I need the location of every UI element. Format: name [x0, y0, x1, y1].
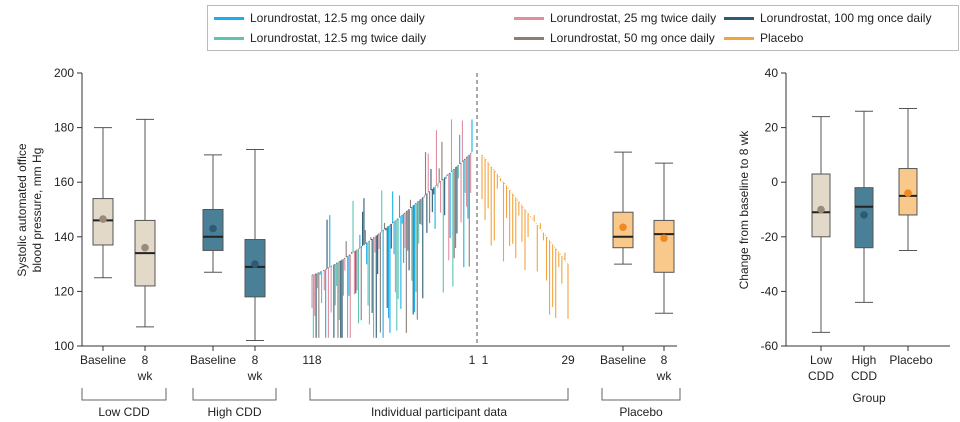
box-mean-dot — [251, 260, 259, 268]
legend: Lorundrostat, 12.5 mg once daily Lorundro… — [207, 5, 959, 51]
right-x-label-low-cdd: CDD — [808, 369, 834, 383]
right-y-axis: -60 -40 -20 0 20 40 — [761, 66, 950, 353]
legend-item: Placebo — [724, 30, 803, 46]
group-bracket — [601, 388, 681, 401]
box-mean-dot — [904, 189, 912, 197]
legend-swatch — [514, 36, 544, 40]
x-tick-label-wk: wk — [247, 369, 264, 383]
group-bracket — [309, 388, 569, 401]
legend-swatch — [214, 16, 244, 20]
group-bracket-label: Low CDD — [98, 405, 150, 419]
right-y-tick-label: 20 — [765, 121, 779, 135]
legend-label: Placebo — [760, 31, 804, 45]
legend-swatch — [724, 16, 754, 20]
participant-baseline-trace — [311, 151, 473, 276]
y-tick-label: 160 — [54, 175, 74, 189]
legend-label: Lorundrostat, 100 mg once daily — [760, 11, 932, 25]
right-y-tick-label: 40 — [765, 66, 779, 80]
left-boxplots — [92, 118, 675, 342]
box-iqr — [811, 173, 831, 238]
group-bracket — [192, 388, 277, 401]
legend-label: Lorundrostat, 25 mg twice daily — [550, 11, 717, 25]
legend-swatch — [214, 36, 244, 40]
y-tick-label: 100 — [54, 339, 74, 353]
right-y-tick-label: 0 — [771, 175, 778, 189]
right-y-tick-label: -20 — [761, 230, 779, 244]
left-y-axis: 100 120 140 160 180 200 — [54, 66, 677, 353]
group-bracket-label: Placebo — [619, 405, 663, 419]
legend-label: Lorundrostat, 12.5 mg once daily — [250, 11, 425, 25]
x-tick-label-baseline: Baseline — [600, 353, 646, 367]
box-iqr — [653, 219, 675, 273]
right-x-label-placebo: Placebo — [889, 353, 933, 367]
x-tick-label-wk: wk — [656, 369, 673, 383]
box-mean-dot — [817, 205, 825, 214]
legend-item: Lorundrostat, 50 mg once daily — [514, 30, 715, 46]
x-tick-label-wk: wk — [137, 369, 154, 383]
right-x-label-low: Low — [810, 353, 832, 367]
box-iqr — [244, 239, 266, 298]
x-tick-label-8: 8 — [661, 353, 668, 367]
x-tick-label-placebo-last: 29 — [561, 353, 575, 367]
x-tick-label-8: 8 — [142, 353, 149, 367]
x-tick-label-8: 8 — [252, 353, 259, 367]
right-x-labels: Low CDD High CDD Placebo — [808, 346, 933, 383]
legend-item: Lorundrostat, 25 mg twice daily — [514, 10, 716, 26]
left-x-labels: Baseline 8 wk Baseline 8 wk Baseline 8 wk 118 1 1 29 — [80, 346, 672, 383]
right-y-tick-label: -60 — [761, 339, 779, 353]
legend-label: Lorundrostat, 12.5 mg twice daily — [250, 31, 427, 45]
box-mean-dot — [619, 223, 627, 232]
legend-swatch — [724, 36, 754, 40]
group-bracket-label: Individual participant data — [371, 405, 507, 419]
y-tick-label: 140 — [54, 230, 74, 244]
right-x-label-high-cdd: CDD — [851, 369, 877, 383]
group-bracket-label: High CDD — [207, 405, 261, 419]
box-mean-dot — [141, 243, 149, 252]
group-bracket — [81, 388, 167, 401]
right-y-axis-title: Change from baseline to 8 wk — [737, 130, 751, 290]
x-tick-label-participant-last: 1 — [469, 353, 476, 367]
group-brackets: Low CDD High CDD Individual participant da… — [81, 388, 681, 419]
box-mean-dot — [99, 215, 107, 223]
x-tick-label-placebo-first: 1 — [482, 353, 489, 367]
x-tick-label-baseline: Baseline — [190, 353, 236, 367]
legend-item: Lorundrostat, 100 mg once daily — [724, 10, 931, 26]
box-mean-dot — [860, 211, 868, 219]
legend-label: Lorundrostat, 50 mg once daily — [550, 31, 715, 45]
x-tick-label-participant-first: 118 — [302, 353, 321, 367]
x-tick-label-baseline: Baseline — [80, 353, 126, 367]
individual-participant-bars — [311, 73, 569, 346]
legend-item: Lorundrostat, 12.5 mg twice daily — [214, 30, 426, 46]
legend-swatch — [514, 16, 544, 20]
left-y-axis-title-line2: blood pressure, mm Hg — [30, 148, 44, 273]
box-mean-dot — [209, 224, 217, 233]
y-tick-label: 200 — [54, 66, 74, 80]
left-y-axis-title-line1: Systolic automated office — [15, 143, 29, 277]
y-tick-label: 120 — [54, 284, 74, 298]
right-x-axis-title: Group — [852, 391, 886, 405]
legend-item: Lorundrostat, 12.5 mg once daily — [214, 10, 425, 26]
placebo-baseline-trace — [481, 154, 569, 265]
y-tick-label: 180 — [54, 121, 74, 135]
right-y-tick-label: -40 — [761, 284, 779, 298]
right-boxplots — [811, 107, 918, 333]
right-x-label-high: High — [852, 353, 877, 367]
box-mean-dot — [660, 234, 668, 242]
